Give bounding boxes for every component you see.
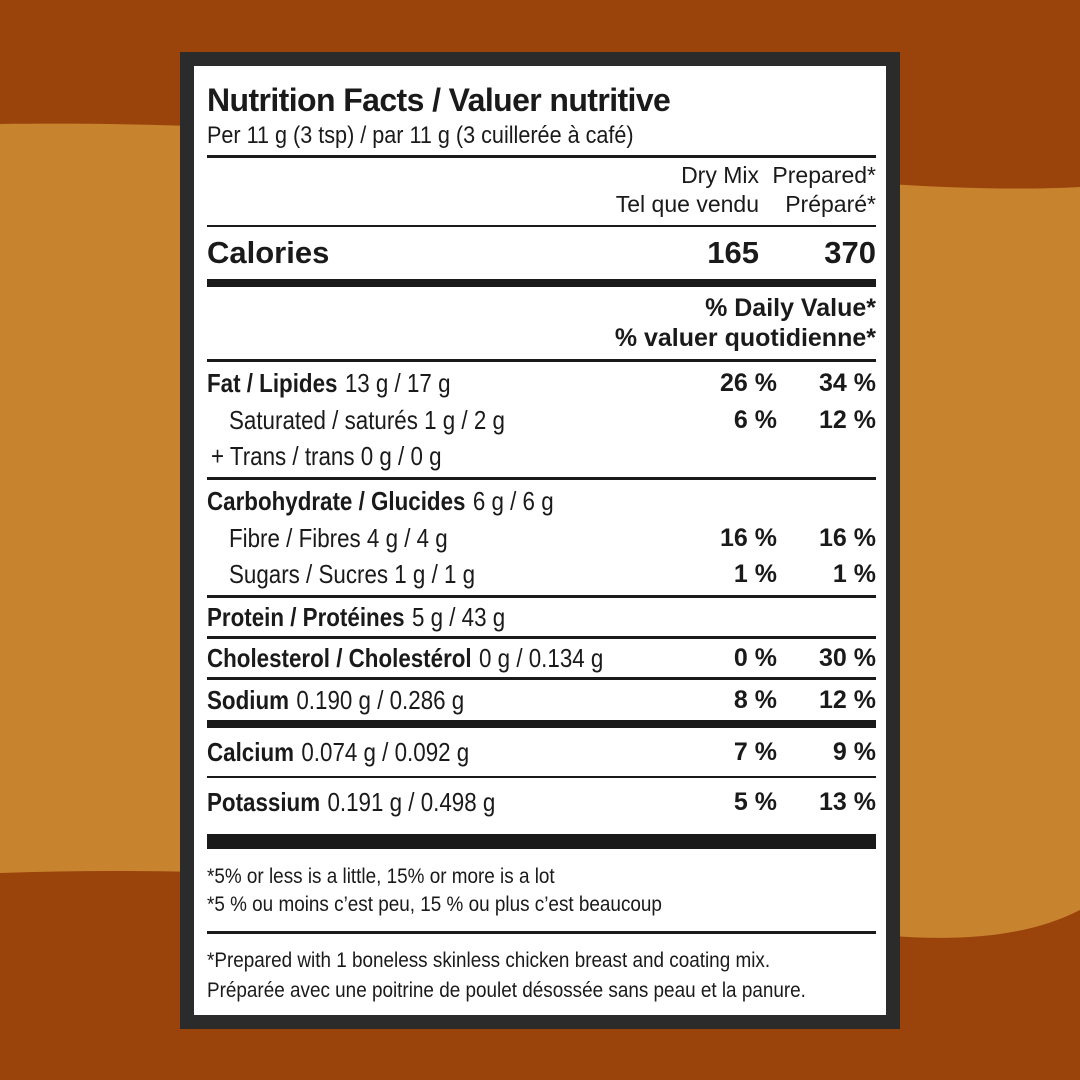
daily-value-fr: % valuer quotidienne* (614, 324, 876, 352)
nutrient-row-fat: Fat / Lipides 13 g / 17 g 26 % 34 % (207, 364, 876, 402)
nutrient-label: Carbohydrate / Glucides 6 g / 6 g (207, 482, 554, 520)
nutrient-row-potassium: Potassium 0.191 g / 0.498 g 5 % 13 % (207, 778, 876, 826)
value-prepared: 9 % (832, 738, 876, 766)
daily-value-en: % Daily Value* (705, 294, 876, 322)
nutrient-name: Calcium (207, 737, 294, 767)
column-header-tel-que-vendu: Tel que vendu (615, 191, 759, 217)
thick-bar-after-sodium (207, 720, 876, 728)
heavy-bar-bottom (207, 834, 876, 849)
value-dry-mix: 26 % (720, 369, 777, 397)
nutrient-label: Protein / Protéines 5 g / 43 g (207, 598, 505, 636)
value-dry-mix: 8 % (733, 686, 777, 714)
nutrient-row-trans: + Trans / trans 0 g / 0 g (207, 438, 876, 474)
divider-footnotes (207, 931, 876, 934)
calories-row: Calories 165 370 (207, 227, 876, 279)
value-dry-mix: 7 % (733, 738, 777, 766)
nutrient-label: Calcium 0.074 g / 0.092 g (207, 728, 469, 776)
nutrient-name: Carbohydrate / Glucides (207, 486, 466, 516)
divider-under-headers (207, 225, 876, 227)
value-prepared: 1 % (832, 560, 876, 588)
nutrient-amount: 0.191 g / 0.498 g (327, 787, 496, 817)
calories-dry-value: 165 (707, 235, 759, 270)
column-headers: Dry Mix Prepared* Tel que vendu Préparé* (207, 161, 876, 225)
serving-size: Per 11 g (3 tsp) / par 11 g (3 cuillerée… (207, 120, 876, 151)
footnote-dv-fr: *5 % ou moins c’est peu, 15 % ou plus c’… (207, 893, 662, 916)
value-prepared: 12 % (819, 686, 876, 714)
nutrient-name: Fat / Lipides (207, 368, 338, 398)
value-prepared: 13 % (819, 788, 876, 816)
daily-value-heading: % Daily Value* % valuer quotidienne* (207, 287, 876, 359)
nutrient-amount: 0 g / 0.134 g (479, 643, 604, 673)
nutrient-row-protein: Protein / Protéines 5 g / 43 g (207, 598, 876, 636)
nutrient-amount: 0.190 g / 0.286 g (296, 685, 465, 715)
nutrient-name: Sodium (207, 685, 289, 715)
nutrient-label: Cholesterol / Cholestérol 0 g / 0.134 g (207, 639, 603, 677)
nutrient-name: Protein / Protéines (207, 602, 405, 632)
column-header-line-en: Dry Mix Prepared* (207, 161, 876, 190)
daily-value-footnote: *5% or less is a little, 15% or more is … (207, 863, 876, 919)
nutrient-row-sugars: Sugars / Sucres 1 g / 1 g 1 % 1 % (207, 556, 876, 592)
nutrient-label: Potassium 0.191 g / 0.498 g (207, 778, 495, 826)
footnote-prepared-en: *Prepared with 1 boneless skinless chick… (207, 949, 771, 972)
calories-label: Calories (207, 235, 330, 270)
nutrient-name: Cholesterol / Cholestérol (207, 643, 472, 673)
nutrient-amount: 13 g / 17 g (344, 368, 451, 398)
divider-after-cholesterol (207, 677, 876, 680)
value-prepared: 34 % (819, 369, 876, 397)
nutrient-row-fibre: Fibre / Fibres 4 g / 4 g 16 % 16 % (207, 520, 876, 556)
divider-after-protein (207, 636, 876, 639)
divider-after-fat (207, 477, 876, 480)
nutrient-row-sodium: Sodium 0.190 g / 0.286 g 8 % 12 % (207, 680, 876, 720)
divider-after-carbohydrate (207, 595, 876, 598)
column-header-prepared: Prepared* (772, 162, 876, 188)
value-dry-mix: 1 % (733, 560, 777, 588)
nutrient-label: Sodium 0.190 g / 0.286 g (207, 680, 464, 720)
value-prepared: 30 % (819, 644, 876, 672)
nutrient-row-calcium: Calcium 0.074 g / 0.092 g 7 % 9 % (207, 728, 876, 776)
value-dry-mix: 6 % (733, 406, 777, 434)
nutrient-amount: 6 g / 6 g (472, 486, 554, 516)
thick-bar-under-calories (207, 279, 876, 287)
nutrient-amount: 0.074 g / 0.092 g (301, 737, 470, 767)
column-header-dry-mix: Dry Mix (681, 162, 759, 188)
nutrient-row-saturated: Saturated / saturés 1 g / 2 g 6 % 12 % (207, 402, 876, 438)
serving-size-text: Per 11 g (3 tsp) / par 11 g (3 cuillerée… (207, 122, 634, 149)
nutrient-name: Potassium (207, 787, 321, 817)
value-dry-mix: 5 % (733, 788, 777, 816)
nutrient-label: Sugars / Sucres 1 g / 1 g (229, 559, 476, 589)
value-dry-mix: 0 % (733, 644, 777, 672)
prepared-footnote: *Prepared with 1 boneless skinless chick… (207, 946, 876, 1006)
footnote-prepared-fr: Préparée avec une poitrine de poulet dés… (207, 979, 806, 1002)
label-title: Nutrition Facts / Valuer nutritive (207, 82, 671, 118)
nutrient-row-cholesterol: Cholesterol / Cholestérol 0 g / 0.134 g 0… (207, 639, 876, 677)
nutrient-label: Saturated / saturés 1 g / 2 g (229, 405, 505, 435)
column-header-line-fr: Tel que vendu Préparé* (207, 190, 876, 219)
nutrient-amount: 5 g / 43 g (411, 602, 506, 632)
nutrient-row-carbohydrate: Carbohydrate / Glucides 6 g / 6 g (207, 482, 876, 520)
value-dry-mix: 16 % (720, 524, 777, 552)
value-prepared: 12 % (819, 406, 876, 434)
footnote-dv-en: *5% or less is a little, 15% or more is … (207, 865, 555, 888)
divider-under-daily-value (207, 359, 876, 362)
divider-after-calcium (207, 776, 876, 778)
nutrient-label: Fibre / Fibres 4 g / 4 g (229, 523, 448, 553)
nutrient-label: + Trans / trans 0 g / 0 g (211, 441, 442, 471)
column-header-prepare-fr: Préparé* (785, 191, 876, 217)
nutrient-label: Fat / Lipides 13 g / 17 g (207, 364, 451, 402)
value-prepared: 16 % (819, 524, 876, 552)
calories-prepared-value: 370 (824, 235, 876, 270)
divider-under-serving (207, 155, 876, 158)
nutrition-label: Nutrition Facts / Valuer nutritive Per 1… (180, 52, 900, 1029)
